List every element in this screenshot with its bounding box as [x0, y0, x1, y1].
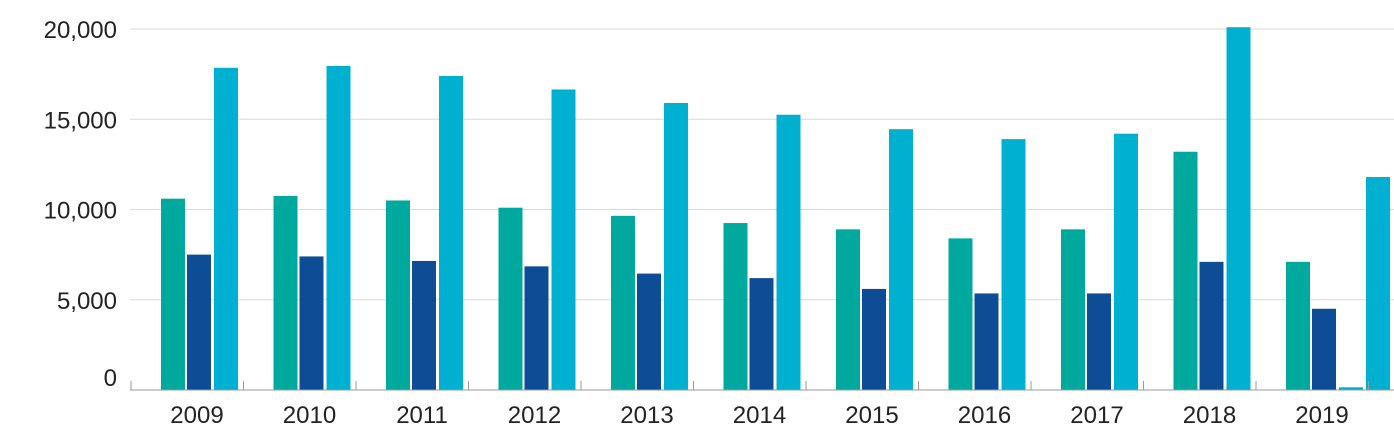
bar-2015-series-3 [889, 129, 913, 391]
bars [161, 27, 1390, 391]
bar-2019-series-2 [1312, 308, 1336, 390]
x-tick-label: 2018 [1183, 402, 1236, 429]
x-tick-label: 2019 [1295, 402, 1348, 429]
bar-2014-series-2 [749, 278, 774, 390]
bar-2011-series-2 [412, 260, 436, 390]
bar-2009-series-2 [187, 254, 211, 390]
x-tick-label: 2014 [733, 402, 786, 429]
x-axis [130, 381, 1394, 391]
bar-2011-series-3 [439, 75, 463, 391]
bar-2015-series-1 [836, 229, 860, 390]
bar-2019-series-1 [1286, 261, 1310, 390]
x-tick-label: 2016 [958, 402, 1011, 429]
x-tick-label: 2015 [845, 402, 898, 429]
bar-2014-series-3 [776, 114, 801, 391]
bar-2012-series-2 [524, 266, 549, 390]
x-tick-label: 2010 [283, 402, 336, 429]
bar-2011-series-1 [386, 200, 410, 390]
bar-2018-series-3 [1226, 27, 1251, 390]
y-tick-label: 20,000 [44, 17, 117, 44]
bar-2010-series-3 [326, 66, 351, 390]
bar-2016-series-2 [974, 293, 999, 390]
x-tick-label: 2012 [508, 402, 561, 429]
y-tick-label: 5,000 [57, 288, 117, 315]
bar-2009-series-3 [214, 67, 238, 391]
bar-2017-series-3 [1114, 133, 1138, 390]
y-tick-label: 15,000 [44, 107, 117, 134]
bar-2017-series-1 [1061, 229, 1085, 390]
bar-2016-series-3 [1001, 139, 1026, 390]
bar-2012-series-1 [498, 207, 523, 390]
bar-2014-series-1 [723, 223, 748, 390]
y-tick-label: 10,000 [44, 198, 117, 225]
x-tick-label: 2011 [396, 402, 448, 429]
bar-2017-series-2 [1087, 293, 1111, 390]
x-tick-label: 2013 [620, 402, 673, 429]
x-axis-tick-labels: 2009 2010 2011 2012 2013 2014 2015 2016 2017 2018… [170, 402, 1348, 429]
bar-2009-series-1 [161, 198, 185, 390]
bar-2013-series-3 [664, 103, 688, 390]
bar-2012-series-3 [551, 89, 576, 390]
bar-2013-series-2 [637, 273, 661, 390]
y-axis-tick-labels: 0 5,000 10,000 15,000 20,000 [44, 17, 117, 392]
bar-2010-series-1 [273, 195, 298, 390]
bar-2018-series-2 [1199, 261, 1224, 390]
x-tick-label: 2017 [1070, 402, 1123, 429]
x-tick-label: 2009 [170, 402, 223, 429]
bar-2019-extra [1366, 177, 1390, 390]
bar-2016-series-1 [948, 238, 973, 390]
bar-2010-series-2 [299, 256, 324, 390]
bar-2015-series-2 [862, 288, 886, 390]
bar-2013-series-1 [611, 215, 635, 390]
y-tick-label: 0 [104, 365, 117, 392]
bar-2018-series-1 [1173, 151, 1198, 390]
bar-2019-series-3 [1339, 387, 1363, 390]
